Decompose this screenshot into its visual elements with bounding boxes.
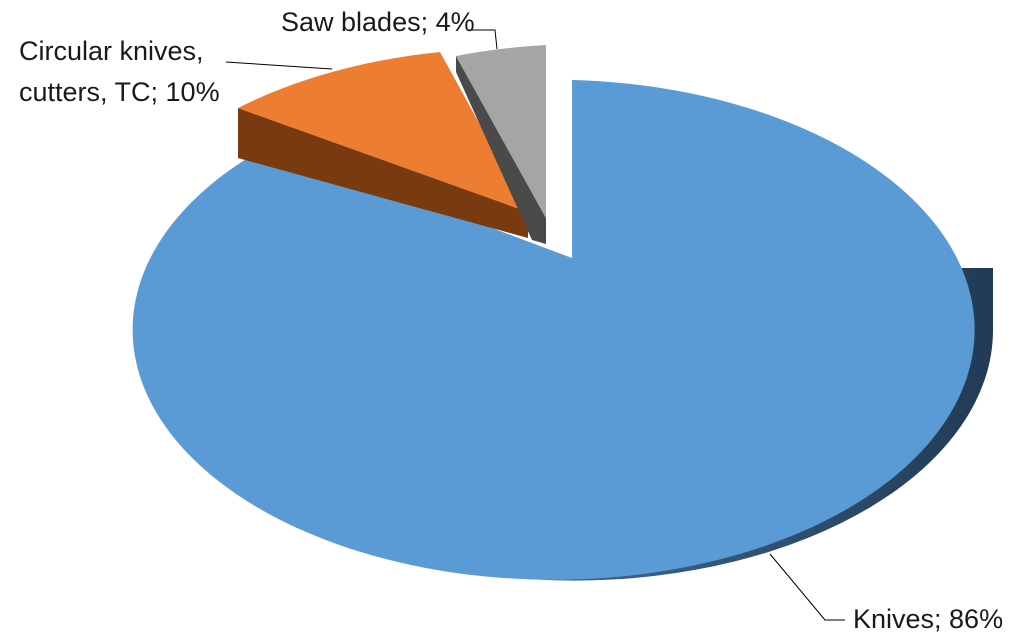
slice-circular-knives-side [238,108,528,238]
slice-saw-blades [456,45,546,244]
leader-line-saw-blades [467,29,498,50]
data-label-knives: Knives; 86% [853,604,1003,634]
data-label-saw-blades: Saw blades; 4% [281,7,475,37]
data-label-circular-knives-line2: cutters, TC; 10% [19,77,220,107]
slice-saw-blades-side [456,56,546,244]
slice-circular-knives [238,52,528,238]
leader-line-knives [769,553,845,621]
data-label-circular-knives-line1: Circular knives, [19,36,204,66]
leader-line-circular-knives [225,61,333,70]
slice-circular-knives-top [238,52,528,212]
slice-knives [132,80,993,581]
slice-knives-top [132,80,975,580]
slice-saw-blades-top [456,45,546,218]
